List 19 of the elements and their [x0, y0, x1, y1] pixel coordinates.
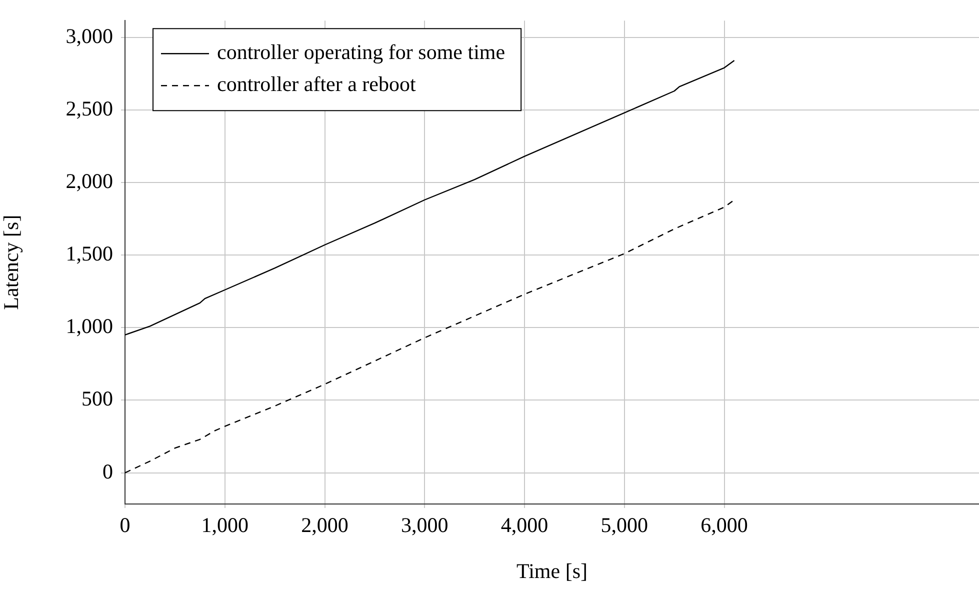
y-tick-label: 3,000	[66, 24, 113, 48]
y-tick-label: 2,000	[66, 168, 113, 193]
legend-label: controller after a reboot	[217, 72, 416, 96]
y-tick-label: 0	[102, 459, 113, 484]
x-tick-label: 2,000	[301, 513, 348, 538]
y-tick-label: 500	[82, 386, 113, 411]
y-tick-label: 2,500	[66, 96, 113, 120]
x-tick-label: 3,000	[401, 513, 448, 538]
legend-label: controller operating for some time	[217, 40, 506, 64]
y-tick-label: 1,000	[66, 314, 113, 338]
x-axis-title: Time [s]	[516, 558, 588, 583]
x-tick-label: 6,000	[700, 513, 748, 538]
y-axis-title: Latency [s]	[0, 214, 24, 310]
x-tick-label: 5,000	[600, 513, 648, 538]
line-series	[125, 199, 735, 474]
y-tick-label: 1,500	[66, 242, 113, 266]
x-tick-label: 1,000	[201, 513, 249, 538]
x-tick-label: 4,000	[500, 513, 548, 538]
x-tick-label: 0	[120, 513, 130, 538]
